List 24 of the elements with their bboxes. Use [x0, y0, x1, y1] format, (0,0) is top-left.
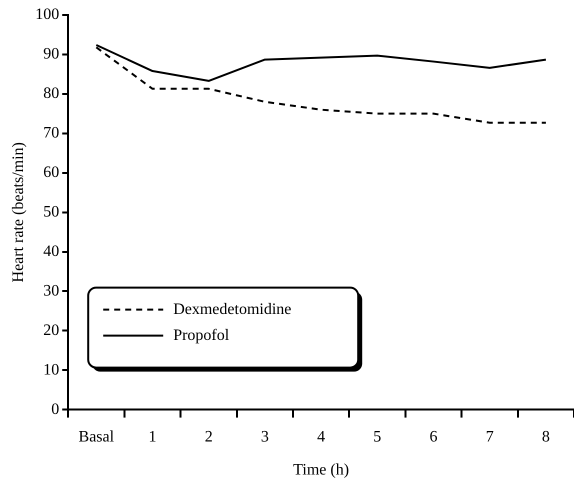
y-tick-label: 90 [43, 46, 60, 63]
y-tick-label: 60 [43, 164, 60, 182]
legend-label: Dexmedetomidine [173, 300, 292, 318]
x-tick-label: 2 [204, 428, 213, 446]
x-tick-label: 1 [148, 428, 156, 446]
y-tick-label: 100 [35, 6, 60, 24]
x-tick-label: 5 [373, 428, 382, 446]
y-tick-label: 20 [43, 322, 60, 339]
legend-label: Propofol [173, 326, 230, 344]
x-tick-label: 8 [542, 428, 550, 446]
x-axis-title: Time (h) [293, 462, 350, 479]
x-tick-label: 4 [317, 428, 326, 446]
y-tick-label: 40 [43, 242, 60, 260]
x-tick-label: 6 [430, 428, 438, 446]
y-tick-label: 70 [43, 124, 60, 142]
y-tick-label: 0 [51, 400, 60, 418]
x-tick-label: Basal [78, 428, 115, 446]
y-tick-label: 50 [43, 204, 60, 221]
y-tick-label: 80 [43, 85, 60, 102]
y-axis-title: Heart rate (beats/min) [10, 142, 27, 282]
x-tick-label: 3 [260, 428, 269, 446]
y-tick-label: 30 [43, 282, 60, 300]
x-tick-label: 7 [486, 428, 494, 446]
y-tick-label: 10 [43, 361, 60, 378]
